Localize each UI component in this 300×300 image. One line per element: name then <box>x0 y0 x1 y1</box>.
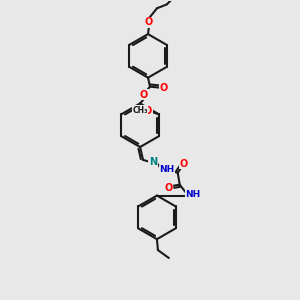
Text: O: O <box>145 17 153 27</box>
Text: O: O <box>180 159 188 169</box>
Text: NH: NH <box>159 165 175 174</box>
Text: NH: NH <box>185 190 200 199</box>
Text: N: N <box>149 157 157 167</box>
Text: O: O <box>160 82 168 93</box>
Text: O: O <box>140 89 148 100</box>
Text: O: O <box>165 183 173 193</box>
Text: O: O <box>144 106 152 116</box>
Text: CH₃: CH₃ <box>132 106 148 115</box>
